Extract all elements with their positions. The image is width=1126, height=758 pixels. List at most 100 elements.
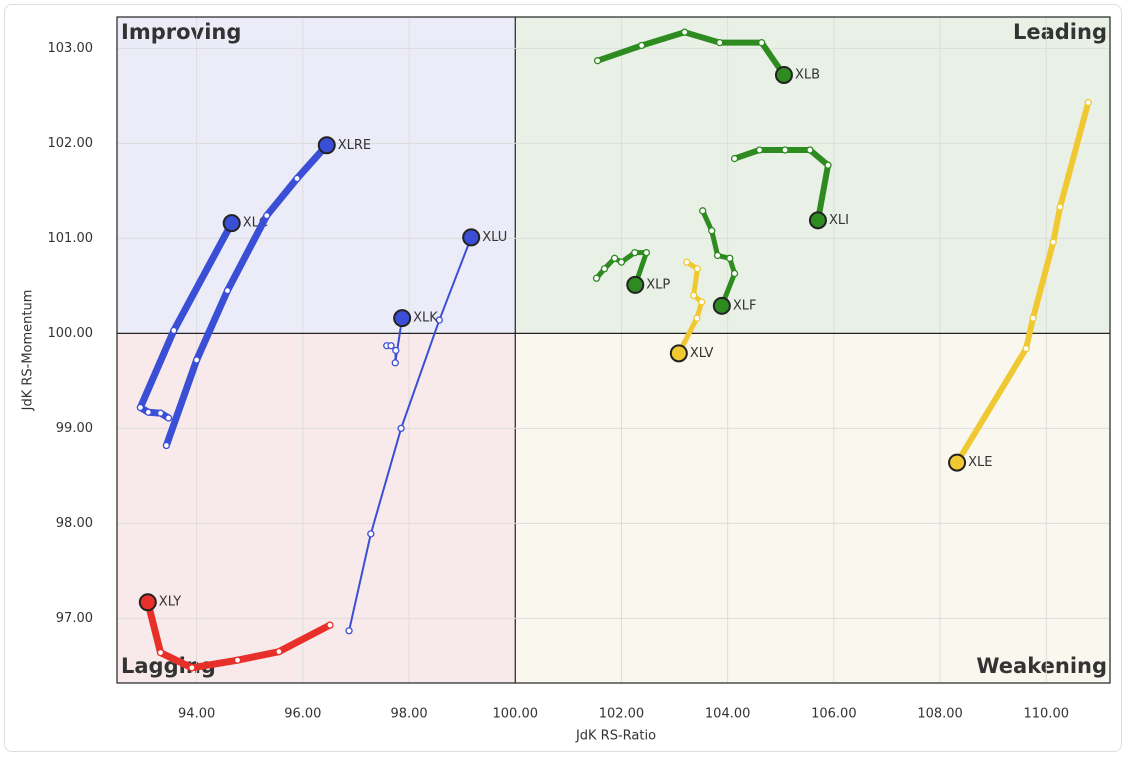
series-head bbox=[712, 296, 731, 315]
tail-point bbox=[683, 258, 691, 266]
tail-point bbox=[610, 254, 619, 262]
tail-point bbox=[156, 409, 165, 417]
tail-point bbox=[697, 298, 706, 306]
series-head bbox=[808, 211, 827, 230]
series-label: XLE bbox=[968, 455, 992, 470]
series-label: XLI bbox=[829, 213, 849, 228]
series-label: XLB bbox=[795, 67, 820, 82]
tail-point bbox=[275, 647, 283, 656]
series-line bbox=[144, 598, 334, 672]
series-line bbox=[594, 29, 787, 78]
quadrant-label: Leading bbox=[1013, 20, 1107, 44]
y-tick-label: 102.00 bbox=[48, 136, 94, 151]
x-tick-label: 106.00 bbox=[811, 707, 857, 722]
tail-point bbox=[631, 248, 639, 257]
quadrant-weakening bbox=[515, 333, 1110, 683]
tail-point bbox=[730, 154, 739, 163]
x-axis-title: JdK RS-Ratio bbox=[575, 729, 656, 744]
tail-point bbox=[193, 356, 201, 364]
tail-point bbox=[681, 28, 689, 36]
series-head bbox=[138, 593, 157, 612]
tail-point bbox=[367, 530, 375, 538]
series-head bbox=[948, 453, 967, 472]
quadrant-leading bbox=[515, 17, 1110, 334]
y-tick-label: 100.00 bbox=[48, 326, 94, 341]
tail-point bbox=[263, 211, 271, 220]
x-tick-label: 96.00 bbox=[284, 707, 321, 722]
series-label: XLF bbox=[733, 298, 757, 313]
y-tick-label: 103.00 bbox=[48, 41, 94, 56]
tail-point bbox=[693, 265, 702, 273]
tail-point bbox=[223, 286, 232, 295]
x-tick-label: 98.00 bbox=[390, 707, 427, 722]
quadrant-label: Weakening bbox=[976, 654, 1107, 678]
y-tick-label: 97.00 bbox=[56, 611, 93, 626]
x-tick-label: 110.00 bbox=[1024, 707, 1070, 722]
series-head bbox=[462, 228, 481, 247]
tail-point bbox=[713, 251, 722, 260]
series-label: XLV bbox=[690, 346, 714, 361]
y-tick-label: 98.00 bbox=[56, 516, 93, 531]
tail-point bbox=[617, 258, 626, 266]
tail-point bbox=[188, 664, 196, 672]
y-tick-label: 99.00 bbox=[56, 421, 93, 436]
x-tick-label: 108.00 bbox=[917, 707, 963, 722]
tail-point bbox=[730, 269, 739, 278]
tail-point bbox=[1022, 344, 1030, 353]
tail-point bbox=[708, 227, 716, 235]
quadrant-label: Improving bbox=[121, 20, 241, 44]
y-tick-label: 101.00 bbox=[48, 231, 94, 246]
tail-point bbox=[690, 291, 698, 300]
tail-point bbox=[593, 57, 602, 65]
tail-point bbox=[693, 314, 701, 322]
tail-point bbox=[345, 627, 353, 635]
tail-point bbox=[397, 424, 405, 433]
tail-point bbox=[293, 174, 301, 183]
series-label: XLY bbox=[159, 595, 181, 610]
tail-point bbox=[1056, 203, 1064, 211]
tail-point bbox=[824, 161, 832, 169]
series-label: XLU bbox=[482, 230, 507, 245]
x-tick-label: 102.00 bbox=[599, 707, 645, 722]
series-label: XLK bbox=[413, 311, 438, 326]
tail-point bbox=[144, 408, 152, 416]
tail-point bbox=[758, 39, 766, 47]
tail-point bbox=[136, 403, 145, 412]
series-label: XLP bbox=[646, 277, 670, 292]
tail-point bbox=[170, 326, 178, 335]
quadrant-improving bbox=[117, 17, 516, 334]
x-tick-label: 100.00 bbox=[493, 707, 539, 722]
tail-point bbox=[806, 146, 814, 154]
series-head bbox=[669, 344, 688, 363]
tail-point bbox=[435, 316, 443, 324]
series-line bbox=[731, 147, 832, 224]
series-head bbox=[317, 136, 336, 155]
plot-border bbox=[116, 16, 1111, 684]
x-tick-label: 104.00 bbox=[705, 707, 751, 722]
tail-point bbox=[156, 648, 165, 657]
tail-point bbox=[642, 248, 651, 257]
tail-point bbox=[1084, 98, 1092, 107]
tail-point bbox=[326, 621, 334, 629]
tail-point bbox=[392, 346, 400, 355]
series-line bbox=[954, 99, 1092, 466]
x-tick-label: 94.00 bbox=[178, 707, 215, 722]
y-axis-title: JdK RS-Momentum bbox=[21, 290, 36, 412]
tail-point bbox=[233, 656, 242, 664]
tail-point bbox=[391, 359, 399, 367]
tail-point bbox=[164, 414, 173, 422]
tail-point bbox=[716, 39, 724, 47]
tail-point bbox=[781, 146, 789, 154]
series-head bbox=[774, 65, 793, 84]
tail-point bbox=[1029, 314, 1037, 322]
tail-point bbox=[726, 254, 734, 262]
series-head bbox=[626, 275, 645, 294]
tail-point bbox=[1049, 238, 1057, 246]
tail-point bbox=[592, 274, 601, 282]
tail-point bbox=[637, 41, 646, 50]
chart-frame: Improving Leading Lagging Weakening XLB XLI X… bbox=[4, 4, 1122, 752]
tail-point bbox=[162, 441, 171, 450]
tail-point bbox=[755, 146, 764, 154]
tail-point bbox=[600, 265, 609, 273]
